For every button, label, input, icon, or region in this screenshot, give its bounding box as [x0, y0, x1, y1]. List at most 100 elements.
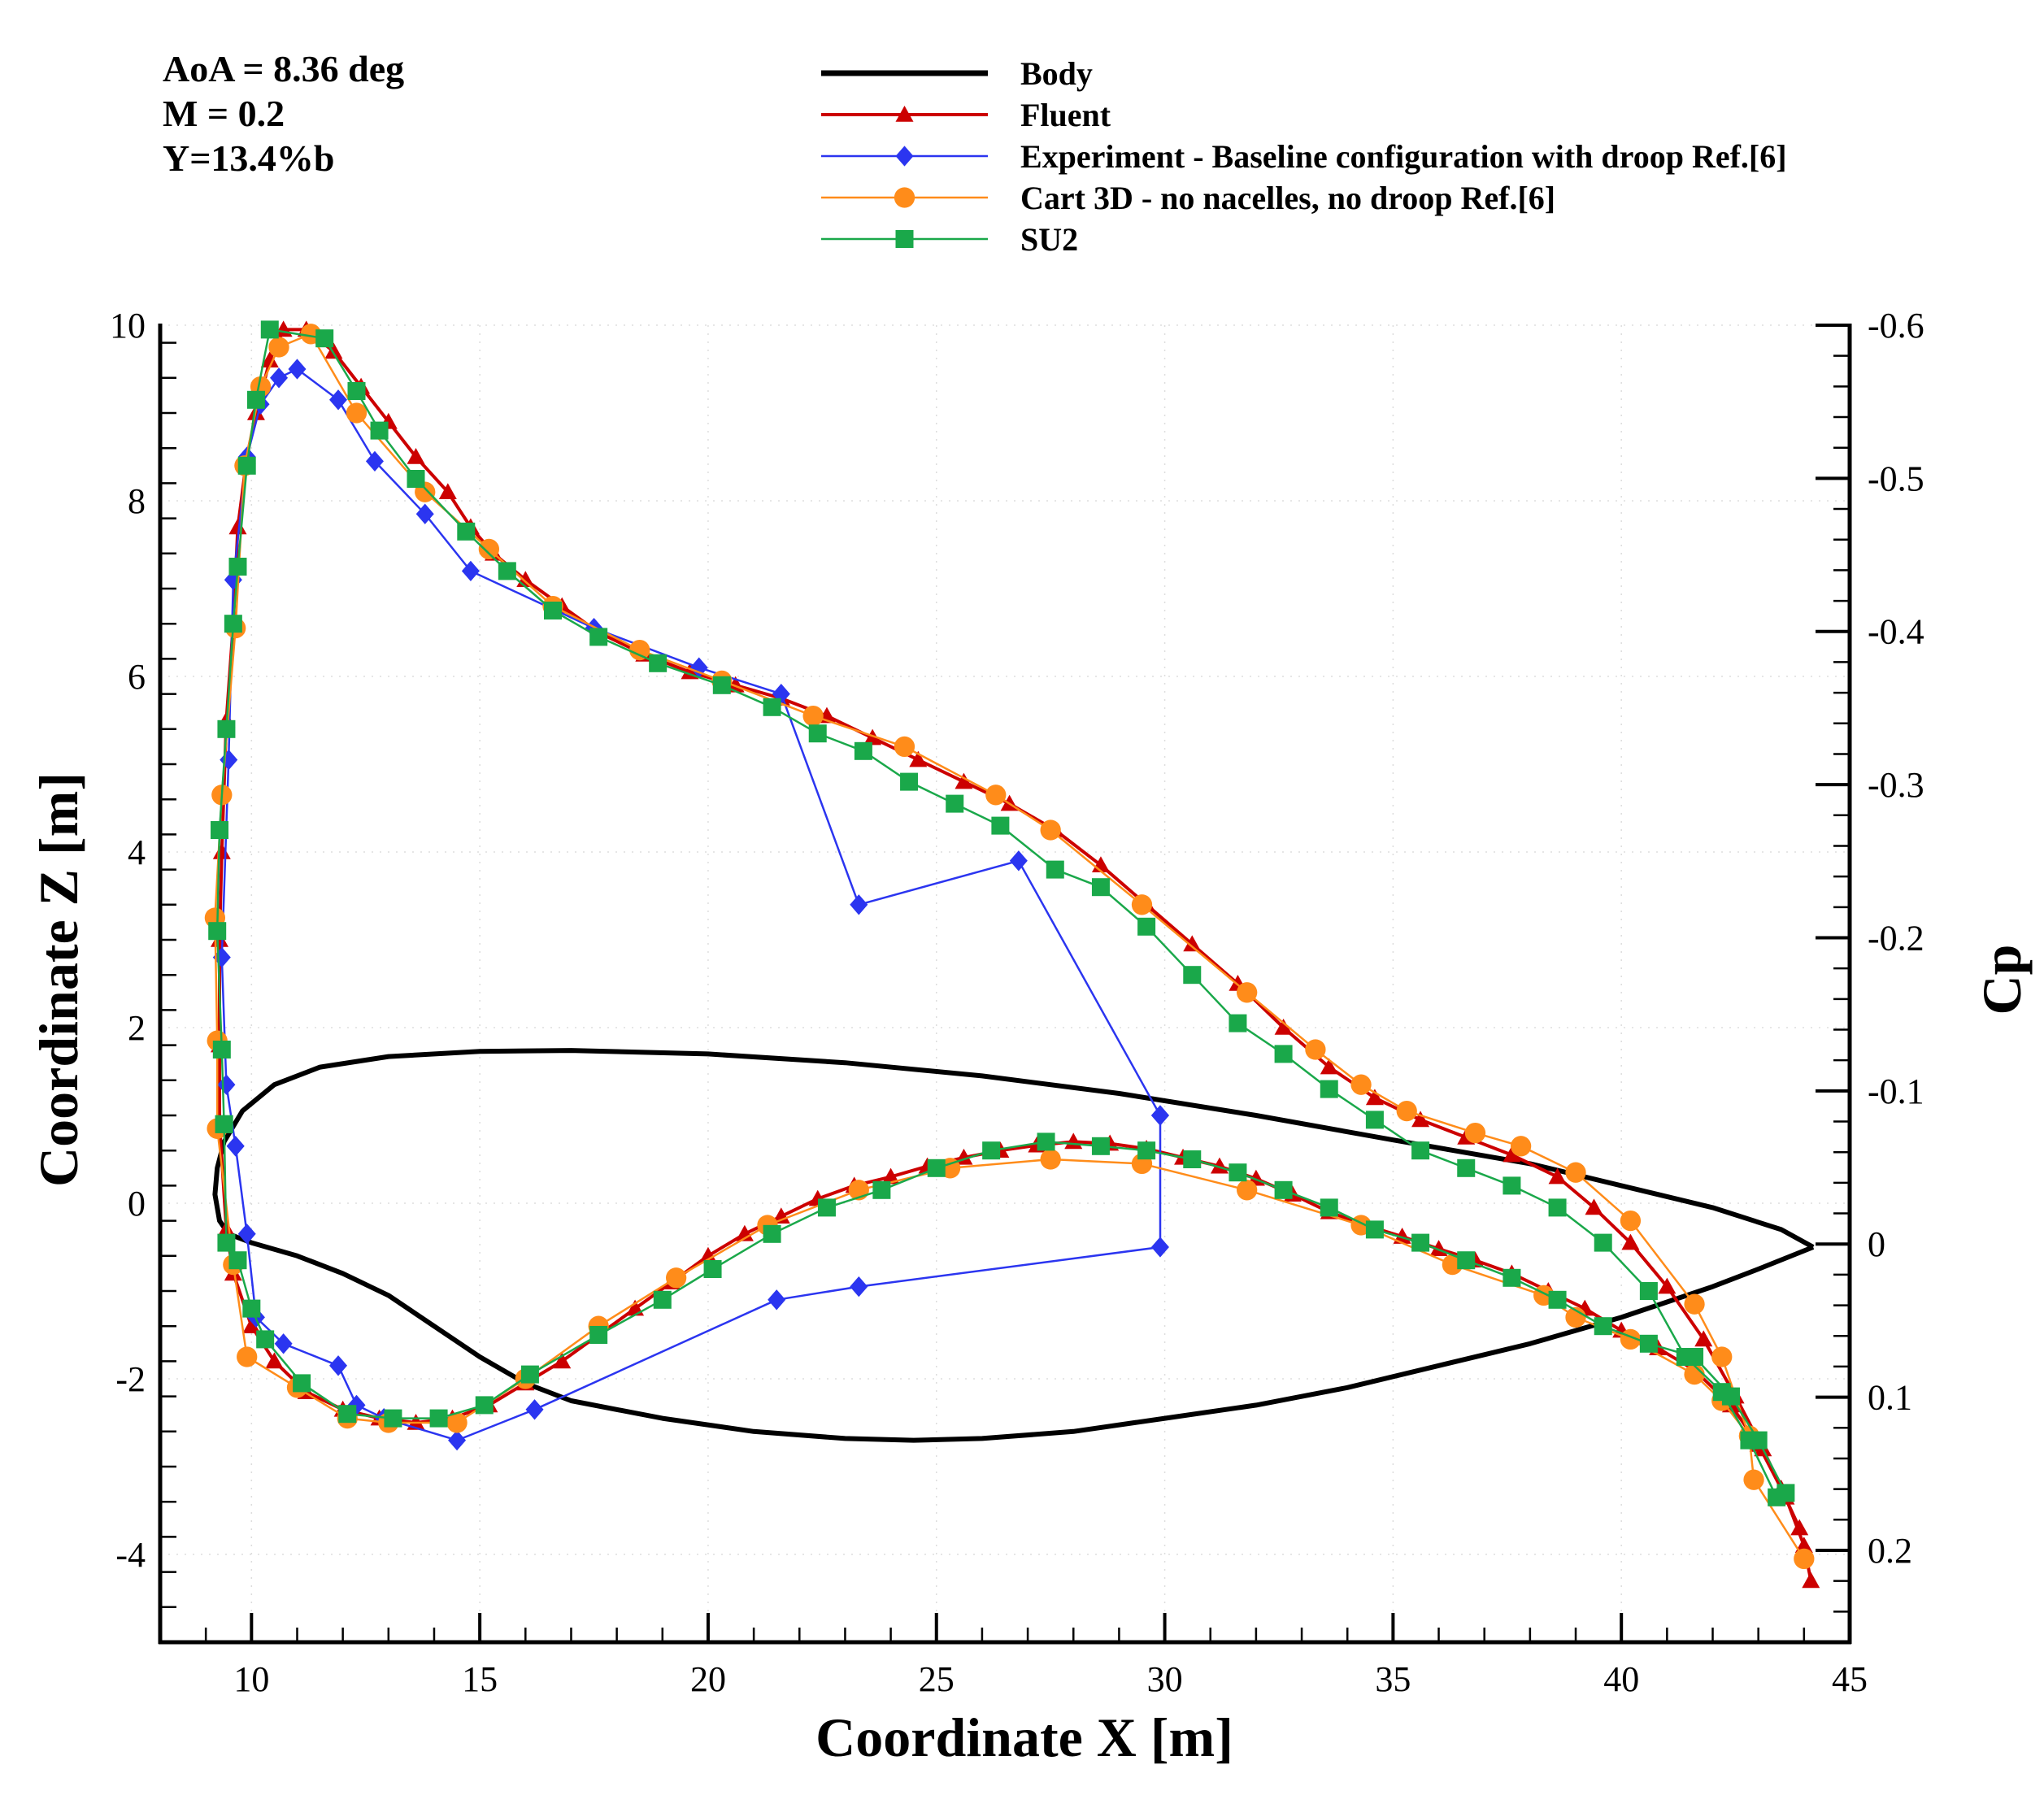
y2-tick-label: -0.6 [1868, 306, 1924, 346]
data-point [1639, 1334, 1658, 1353]
x-tick-label: 45 [1832, 1659, 1868, 1699]
data-point [498, 562, 516, 580]
data-point [242, 1317, 261, 1333]
data-point [260, 320, 279, 339]
data-point [629, 639, 650, 661]
data-point [982, 1141, 1001, 1160]
data-point [1274, 1019, 1293, 1035]
series-4 [208, 320, 1795, 1506]
data-point [365, 450, 384, 472]
data-point [991, 816, 1010, 835]
data-point [1396, 1100, 1417, 1122]
y-tick-label: -4 [115, 1535, 146, 1575]
data-point [1305, 1039, 1326, 1060]
data-point [208, 922, 227, 941]
data-point [329, 1355, 348, 1376]
data-point [689, 657, 708, 678]
station-label: Y=13.4%b [163, 137, 335, 179]
y2-tick-label: -0.5 [1868, 459, 1924, 498]
data-point [242, 1299, 261, 1318]
data-point [1548, 1198, 1567, 1217]
data-point [237, 1224, 256, 1245]
data-point [347, 382, 366, 400]
data-point [955, 772, 973, 789]
data-point [1365, 1111, 1384, 1129]
data-point [589, 628, 608, 646]
data-point [881, 1167, 900, 1185]
data-point [1777, 1484, 1795, 1502]
x-tick-label: 25 [919, 1659, 955, 1699]
legend-marker [895, 230, 914, 248]
data-point [1684, 1363, 1705, 1385]
series-0 [212, 1048, 1815, 1443]
data-point [1548, 1290, 1567, 1309]
data-point [817, 1198, 836, 1217]
legend-label: Fluent [1020, 97, 1111, 133]
x-axis-title: Coordinate X [m] [815, 1706, 1233, 1768]
data-point [1046, 860, 1064, 879]
data-point [212, 946, 231, 968]
y2-tick-label: -0.3 [1868, 765, 1924, 805]
data-point [1503, 1145, 1521, 1163]
data-point [1620, 1210, 1642, 1232]
data-point [461, 560, 480, 582]
y2-axis-title: Cp [1971, 945, 2033, 1015]
axes: 10 15 20 25 30 35 40 45 -4 -2 0 2 4 6 8 10 0.2 0.1 0 -0.1 -0… [110, 306, 1924, 1699]
data-point [808, 724, 827, 743]
data-point [1684, 1293, 1705, 1315]
data-point [1320, 1080, 1338, 1098]
data-point [228, 518, 247, 535]
data-point [228, 558, 247, 576]
data-point [1274, 1180, 1293, 1199]
data-point [448, 1429, 467, 1451]
data-point [293, 1374, 311, 1393]
y-tick-label: 8 [128, 481, 146, 521]
data-point [763, 698, 781, 716]
y-tick-label: 2 [128, 1008, 146, 1048]
data-point [1237, 1180, 1258, 1201]
data-point [270, 367, 289, 389]
data-point [1037, 1132, 1055, 1151]
data-point [1183, 1150, 1202, 1168]
y-tick-label: 4 [128, 832, 146, 872]
data-point [589, 1326, 608, 1344]
data-point [703, 1260, 722, 1278]
data-point [1091, 1137, 1110, 1155]
data-point [698, 1246, 717, 1263]
y2-tick-label: -0.4 [1868, 612, 1924, 652]
data-point [1150, 1237, 1169, 1258]
data-point [478, 538, 500, 560]
data-point [415, 503, 434, 524]
y2-tick-label: -0.1 [1868, 1072, 1924, 1111]
data-point [802, 705, 824, 727]
legend-label: Cart 3D - no nacelles, no droop Ref.[6] [1020, 180, 1555, 216]
data-point [520, 1365, 539, 1384]
data-point [288, 359, 307, 380]
y2-tick-label: -0.2 [1868, 918, 1924, 958]
data-point [265, 1352, 284, 1369]
data-point [665, 1267, 687, 1289]
data-point [1320, 1058, 1338, 1075]
data-point [1137, 917, 1156, 936]
data-point [1790, 1519, 1809, 1536]
data-point [653, 1290, 672, 1309]
data-point [1137, 1141, 1156, 1160]
data-point [237, 456, 256, 475]
data-point [1237, 982, 1258, 1003]
data-point [1685, 1348, 1704, 1366]
data-point [850, 1276, 868, 1298]
data-point [872, 1180, 891, 1199]
y-tick-label: 10 [110, 306, 146, 346]
data-point [1365, 1220, 1384, 1239]
data-point [1457, 1158, 1476, 1177]
data-point [226, 1136, 245, 1157]
legend-label: Experiment - Baseline configuration with… [1020, 138, 1787, 175]
data-point [346, 402, 367, 424]
data-point [329, 389, 348, 411]
data-point [1040, 1149, 1061, 1170]
data-point [1594, 1233, 1612, 1252]
data-point [1274, 1045, 1293, 1063]
body-outline-line [212, 1048, 1815, 1443]
